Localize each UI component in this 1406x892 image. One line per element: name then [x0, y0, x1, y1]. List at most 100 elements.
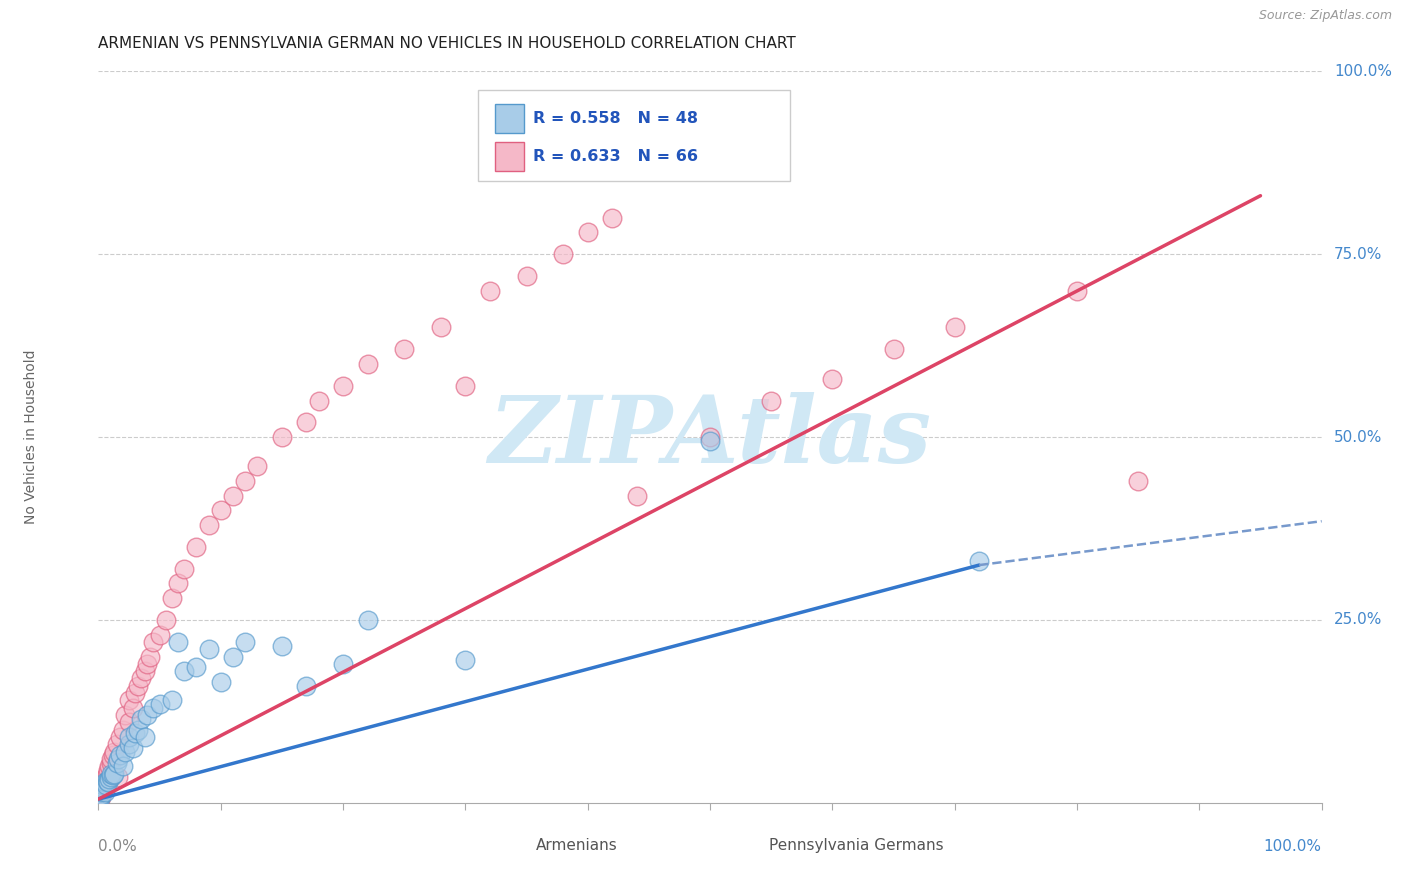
FancyBboxPatch shape: [478, 90, 790, 181]
Point: [121, 700, 143, 714]
Point: [91, 781, 114, 796]
Text: ZIPAtlas: ZIPAtlas: [488, 392, 932, 482]
Point: [100, 752, 122, 766]
Point: [98, 759, 121, 773]
Point: [761, 393, 783, 408]
Point: [90, 785, 112, 799]
Point: [136, 708, 159, 723]
Point: [943, 320, 966, 334]
Point: [101, 768, 124, 782]
FancyBboxPatch shape: [734, 833, 762, 858]
Point: [233, 635, 256, 649]
Point: [124, 686, 146, 700]
Point: [332, 657, 354, 671]
Point: [127, 723, 149, 737]
Point: [392, 343, 416, 357]
Point: [107, 770, 129, 784]
Point: [186, 660, 208, 674]
FancyBboxPatch shape: [501, 833, 530, 858]
Point: [110, 730, 132, 744]
Text: R = 0.633   N = 66: R = 0.633 N = 66: [533, 149, 697, 164]
Text: 50.0%: 50.0%: [1334, 430, 1382, 444]
Point: [100, 766, 122, 780]
Point: [553, 247, 575, 261]
Point: [197, 517, 219, 532]
Point: [139, 649, 162, 664]
Point: [209, 503, 232, 517]
Point: [186, 540, 208, 554]
Point: [454, 379, 477, 393]
FancyBboxPatch shape: [495, 142, 524, 171]
Point: [142, 700, 165, 714]
Point: [110, 748, 132, 763]
Point: [89, 789, 111, 803]
Point: [96, 773, 118, 788]
Point: [89, 789, 111, 804]
Point: [90, 789, 112, 803]
Point: [93, 775, 115, 789]
Point: [454, 653, 477, 667]
Point: [308, 393, 330, 408]
Point: [124, 726, 146, 740]
Point: [699, 434, 721, 448]
Point: [576, 225, 599, 239]
Point: [90, 785, 112, 799]
Point: [114, 745, 136, 759]
Text: Pennsylvania Germans: Pennsylvania Germans: [769, 838, 943, 854]
Point: [114, 708, 136, 723]
Point: [142, 635, 165, 649]
Point: [94, 777, 117, 792]
Point: [699, 430, 721, 444]
Point: [91, 781, 114, 796]
Point: [173, 562, 195, 576]
Point: [93, 781, 115, 796]
Point: [129, 712, 152, 726]
Point: [91, 777, 114, 792]
Point: [1128, 474, 1150, 488]
Point: [134, 664, 156, 678]
Point: [89, 792, 111, 806]
Point: [118, 730, 141, 744]
Point: [91, 782, 114, 797]
Point: [96, 766, 118, 780]
Point: [118, 737, 141, 751]
Text: 0.0%: 0.0%: [98, 839, 138, 855]
Point: [967, 554, 990, 568]
Point: [167, 635, 190, 649]
Point: [93, 785, 115, 799]
Point: [107, 752, 129, 766]
Point: [97, 763, 120, 777]
Point: [332, 379, 354, 393]
Point: [821, 371, 844, 385]
Point: [270, 430, 294, 444]
Point: [118, 715, 141, 730]
Point: [94, 770, 117, 784]
Point: [246, 459, 269, 474]
Point: [222, 489, 245, 503]
Point: [127, 679, 149, 693]
Point: [149, 627, 172, 641]
Text: Source: ZipAtlas.com: Source: ZipAtlas.com: [1258, 9, 1392, 22]
Text: 75.0%: 75.0%: [1334, 247, 1382, 261]
Point: [100, 770, 122, 784]
Point: [173, 664, 195, 678]
Text: No Vehicles in Household: No Vehicles in Household: [24, 350, 38, 524]
Point: [136, 657, 159, 671]
Point: [478, 284, 501, 298]
Point: [93, 773, 115, 788]
Point: [90, 789, 112, 804]
Point: [160, 693, 183, 707]
Point: [430, 320, 453, 334]
Point: [209, 675, 232, 690]
Point: [97, 775, 120, 789]
Point: [129, 672, 152, 686]
Point: [356, 613, 378, 627]
Text: 100.0%: 100.0%: [1334, 64, 1392, 78]
Point: [626, 489, 648, 503]
Point: [515, 269, 537, 284]
Point: [101, 748, 124, 763]
Point: [149, 697, 172, 711]
Point: [98, 772, 121, 787]
Point: [89, 792, 111, 806]
Text: 100.0%: 100.0%: [1264, 839, 1322, 855]
